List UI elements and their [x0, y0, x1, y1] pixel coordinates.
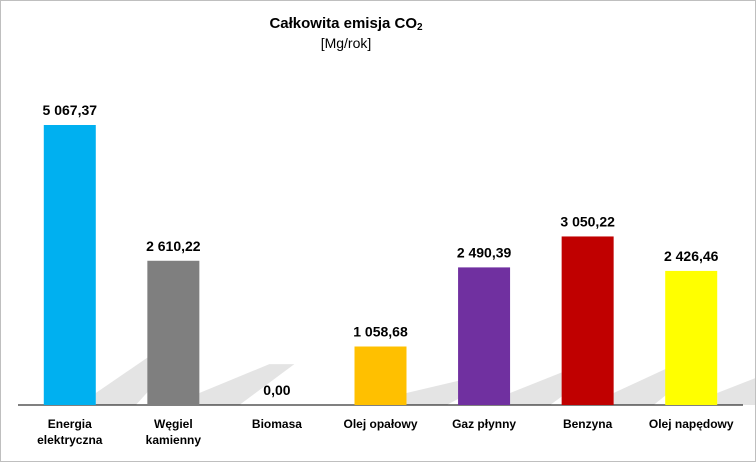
- bar: [354, 346, 407, 405]
- data-label: 2 610,22: [146, 238, 201, 254]
- bar-shadow: [199, 364, 295, 405]
- bar: [43, 125, 96, 405]
- x-tick-label: kamienny: [146, 433, 202, 447]
- data-label: 5 067,37: [43, 102, 98, 118]
- x-tick-label: Olej opałowy: [343, 417, 417, 431]
- chart-subtitle: [Mg/rok]: [320, 35, 372, 51]
- bar: [458, 267, 511, 405]
- data-label: 3 050,22: [560, 213, 615, 229]
- bar: [561, 236, 614, 405]
- x-tick-label: Energia: [48, 417, 92, 431]
- x-tick-label: Biomasa: [252, 417, 302, 431]
- bar: [665, 270, 718, 405]
- x-tick-label: elektryczna: [37, 433, 103, 447]
- data-label: 2 426,46: [664, 248, 719, 264]
- x-tick-label: Olej napędowy: [649, 417, 734, 431]
- bar: [147, 260, 200, 405]
- data-label: 0,00: [263, 382, 290, 398]
- chart-title: Całkowita emisja CO2: [269, 15, 423, 33]
- x-tick-label: Gaz płynny: [452, 417, 516, 431]
- x-tick-label: Węgiel: [154, 417, 193, 431]
- data-label: 2 490,39: [457, 244, 512, 260]
- x-tick-label: Benzyna: [563, 417, 613, 431]
- bar-shadow: [717, 378, 755, 405]
- data-label: 1 058,68: [353, 324, 408, 340]
